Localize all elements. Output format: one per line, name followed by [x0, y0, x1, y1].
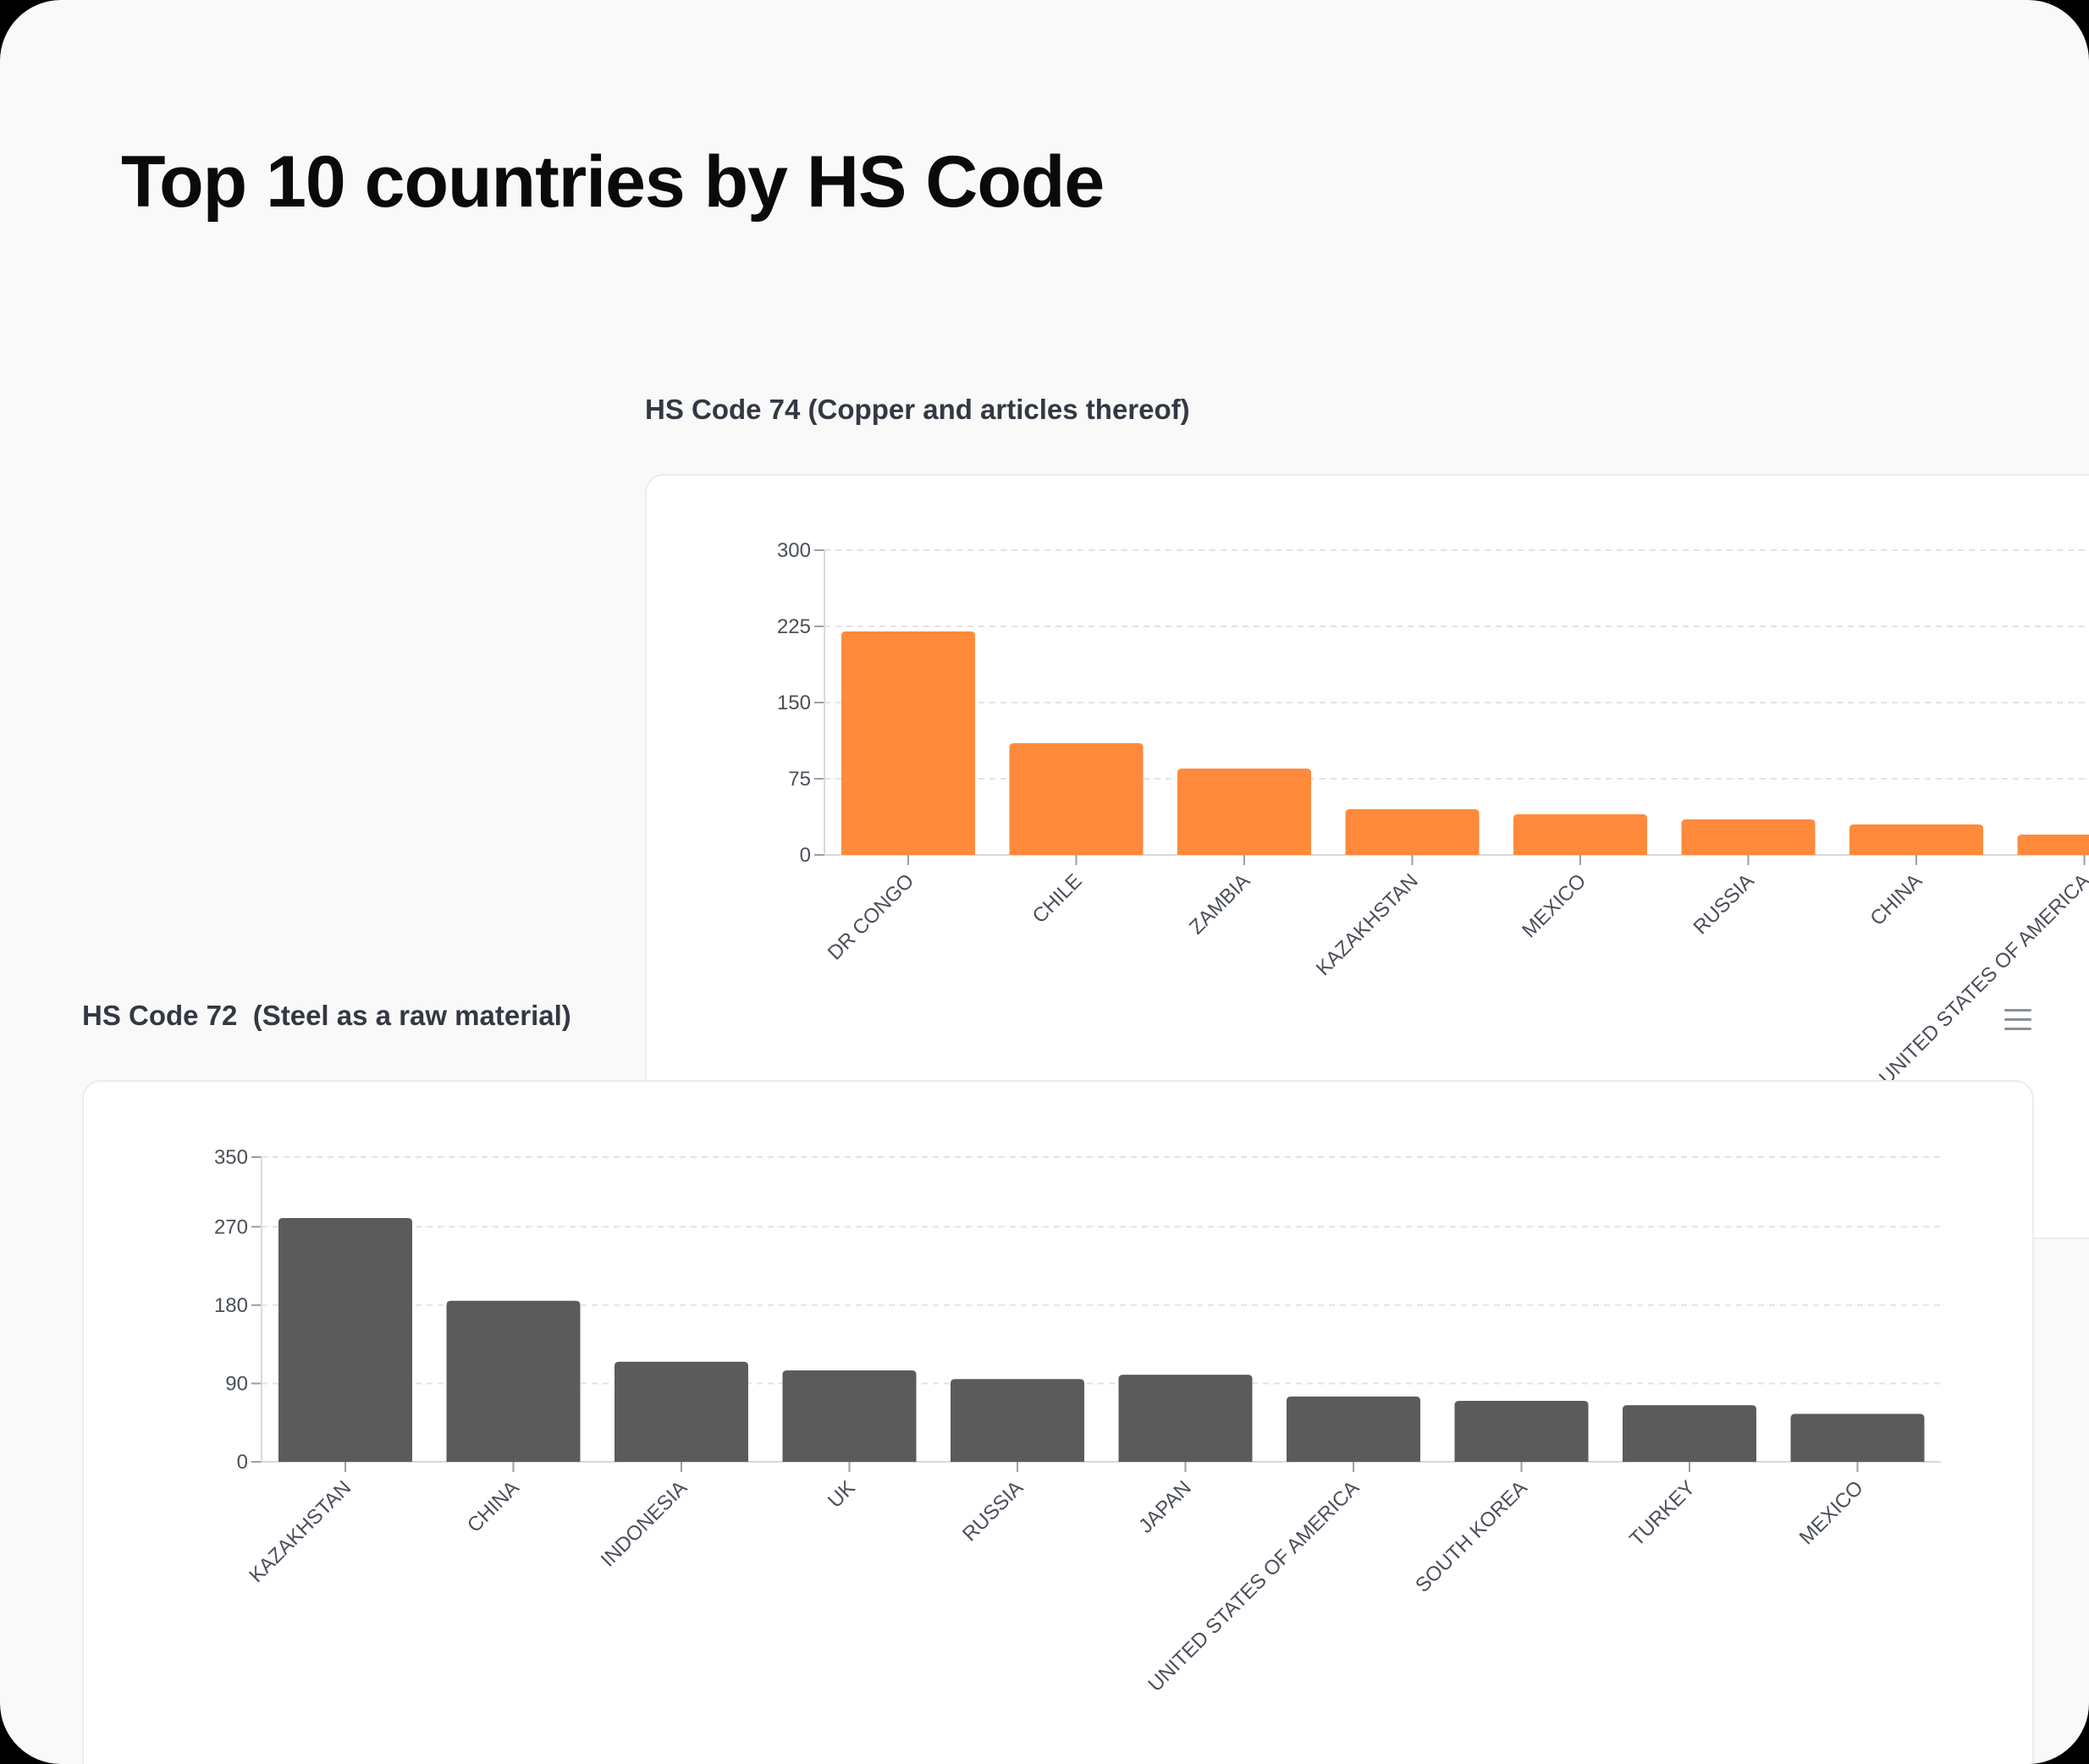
bar-china[interactable]	[1849, 824, 1983, 855]
chart-card-hs72: 0 90 180 270 350 KAZAKHSTAN CHINA INDONESIA UK RU…	[82, 1080, 2034, 1764]
bar-dr-congo[interactable]	[841, 631, 975, 855]
bar-mexico[interactable]	[1513, 814, 1647, 855]
bar-chile[interactable]	[1009, 743, 1144, 855]
chart-title-hs74: HS Code 74 (Copper and articles thereof)	[645, 394, 1190, 425]
x-tick-label: CHINA	[1866, 869, 1926, 930]
page-title: Top 10 countries by HS Code	[121, 141, 1105, 223]
bar-united-states-of-america[interactable]	[1287, 1396, 1420, 1462]
x-tick-label: CHINA	[463, 1476, 524, 1537]
x-tick-label: UK	[824, 1476, 860, 1513]
bar-uk[interactable]	[782, 1370, 917, 1462]
bar-turkey[interactable]	[1623, 1405, 1756, 1462]
y-tick-label: 75	[788, 768, 811, 791]
x-tick-label: DR CONGO	[824, 869, 918, 964]
y-tick-label: 150	[777, 692, 811, 714]
x-tick-label: JAPAN	[1134, 1476, 1196, 1538]
bar-russia[interactable]	[951, 1379, 1084, 1462]
x-tick-label: SOUTH KOREA	[1411, 1476, 1532, 1597]
x-tick-label: ZAMBIA	[1185, 869, 1254, 939]
y-tick-label: 0	[237, 1451, 248, 1474]
bar-kazakhstan[interactable]	[278, 1218, 412, 1462]
bar-zambia[interactable]	[1177, 769, 1311, 855]
bar-mexico[interactable]	[1790, 1414, 1925, 1462]
bar-chart-hs72: 0 90 180 270 350 KAZAKHSTAN CHINA INDONESIA UK RU…	[214, 1146, 1941, 1696]
chart-title-hs72: HS Code 72 (Steel as a raw material)	[82, 1000, 571, 1031]
y-tick-label: 180	[214, 1294, 248, 1317]
x-tick-label: RUSSIA	[1689, 869, 1758, 939]
hamburger-menu-icon[interactable]	[2004, 1009, 2031, 1031]
y-tick-label: 300	[777, 539, 811, 562]
x-tick-label: RUSSIA	[958, 1476, 1028, 1546]
bar-russia[interactable]	[1681, 819, 1816, 855]
bar-south-korea[interactable]	[1454, 1401, 1589, 1462]
bar-united-states-of-america[interactable]	[2017, 835, 2089, 855]
bar-kazakhstan[interactable]	[1345, 809, 1480, 855]
x-tick-label: CHILE	[1028, 869, 1087, 928]
bar-japan[interactable]	[1118, 1375, 1253, 1462]
bar-china[interactable]	[446, 1300, 581, 1462]
x-tick-label: TURKEY	[1625, 1476, 1700, 1551]
y-tick-label: 0	[800, 844, 811, 867]
y-tick-label: 90	[225, 1372, 248, 1395]
x-tick-label: MEXICO	[1518, 869, 1590, 942]
y-tick-label: 270	[214, 1216, 248, 1238]
bar-indonesia[interactable]	[615, 1361, 748, 1462]
x-tick-label: KAZAKHSTAN	[1312, 869, 1423, 980]
x-tick-label: INDONESIA	[597, 1476, 692, 1571]
y-tick-label: 225	[777, 615, 811, 638]
y-tick-label: 350	[214, 1146, 248, 1169]
bar-chart-hs74: 0 75 150 225 300 DR CONGO CHILE ZAMBIA KAZAKHSTA…	[777, 539, 2089, 1089]
x-tick-label: KAZAKHSTAN	[245, 1476, 356, 1587]
x-tick-label: MEXICO	[1795, 1476, 1868, 1549]
